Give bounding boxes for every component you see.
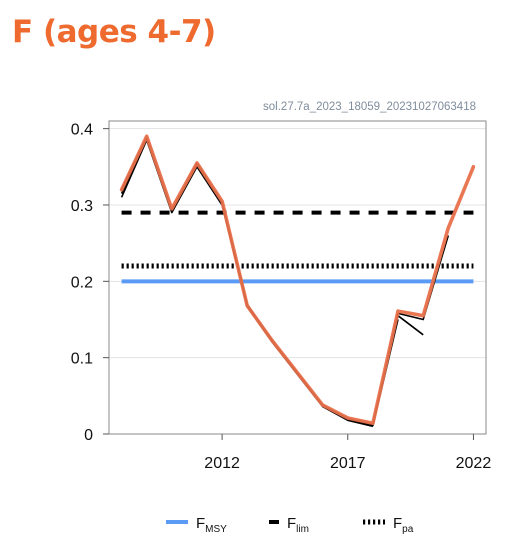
x-axis: 2012 2017 2022 <box>204 434 491 472</box>
x-tick-label: 2017 <box>330 455 366 472</box>
reference-lines <box>121 210 474 284</box>
legend: FMSY Flim Fpa <box>166 515 414 535</box>
chart-title: F (ages 4-7) <box>12 14 216 50</box>
y-tick-label: 0.4 <box>71 122 93 139</box>
y-tick-label: 0 <box>84 427 93 444</box>
legend-label-fmsy: FMSY <box>196 515 227 535</box>
y-tick-label: 0.2 <box>71 274 93 291</box>
x-tick-label: 2012 <box>204 455 240 472</box>
legend-label-fpa: Fpa <box>393 515 414 535</box>
plot-frame <box>108 120 487 435</box>
assessment-line <box>119 134 476 426</box>
source-annotation: sol.27.7a_2023_18059_20231027063418 <box>263 101 476 113</box>
y-tick-label: 0.1 <box>71 351 93 368</box>
y-tick-label: 0.3 <box>71 198 93 215</box>
assessment-series <box>119 134 476 426</box>
x-tick-label: 2022 <box>456 455 492 472</box>
y-axis: 0 0.1 0.2 0.3 0.4 <box>71 122 109 444</box>
legend-label-flim: Flim <box>287 515 309 535</box>
